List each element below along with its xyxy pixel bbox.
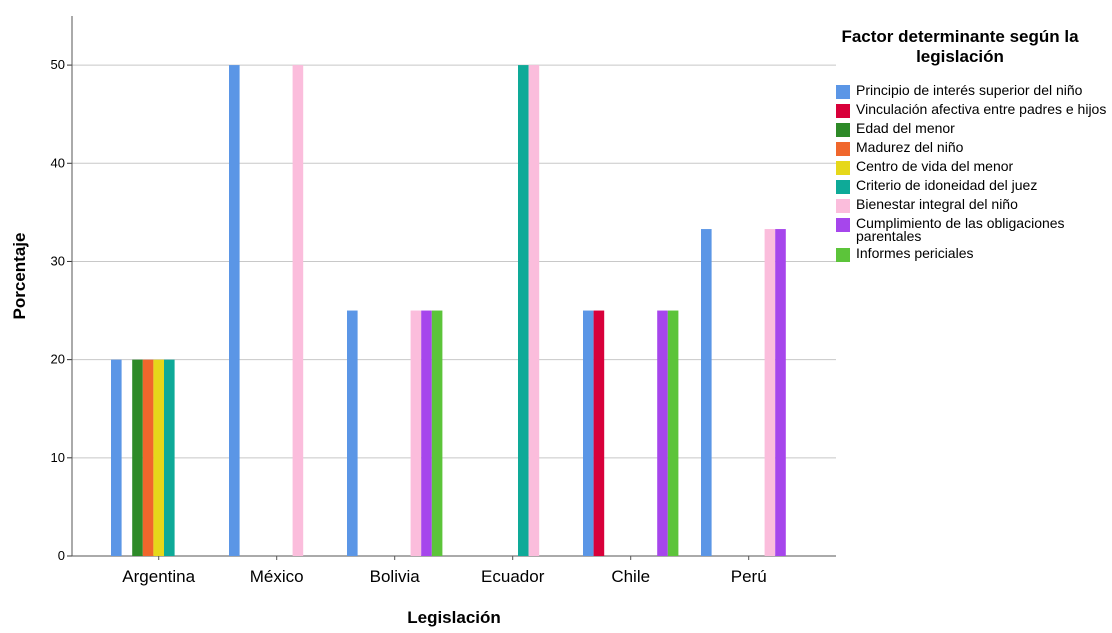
y-tick-label: 10 xyxy=(51,450,65,465)
bar xyxy=(421,310,432,556)
x-category-label: Perú xyxy=(731,567,767,586)
legend-item: Bienestar integral del niño xyxy=(836,196,1112,213)
legend-item: Principio de interés superior del niño xyxy=(836,82,1112,99)
bar xyxy=(583,310,594,556)
y-tick-label: 20 xyxy=(51,352,65,367)
bar-chart-svg: 0 10 20 30 40 50 Argentina México Bolivia Ecuador… xyxy=(10,16,836,627)
legend-label: Edad del menor xyxy=(856,120,955,136)
bar xyxy=(111,359,122,556)
bar xyxy=(701,229,712,556)
bar xyxy=(528,65,540,556)
legend-item: Centro de vida del menor xyxy=(836,158,1112,175)
bar xyxy=(142,359,154,556)
bar xyxy=(153,359,164,556)
legend-item: Informes periciales xyxy=(836,245,1112,262)
bar xyxy=(775,229,786,556)
legend-label: Criterio de idoneidad del juez xyxy=(856,177,1038,193)
legend-items: Principio de interés superior del niño V… xyxy=(836,82,1112,262)
legend-swatch xyxy=(836,199,850,213)
legend-item: Vinculación afectiva entre padres e hijo… xyxy=(836,101,1112,118)
legend-title: Factor determinante según la legislación xyxy=(841,27,1079,66)
bar xyxy=(132,359,143,556)
legend-label: Cumplimiento de las obligaciones parenta… xyxy=(856,215,1065,244)
legend-swatch xyxy=(836,123,850,137)
legend-item: Cumplimiento de las obligaciones parenta… xyxy=(836,215,1112,243)
legend-label: Informes periciales xyxy=(856,245,974,261)
legend-swatch xyxy=(836,142,850,156)
bar xyxy=(667,310,679,556)
x-axis-title: Legislación xyxy=(407,608,501,627)
legend-label: Madurez del niño xyxy=(856,139,964,155)
y-axis-title: Porcentaje xyxy=(10,233,29,320)
x-category-label: México xyxy=(250,567,304,586)
y-tick-label: 50 xyxy=(51,57,65,72)
x-category-label: Bolivia xyxy=(370,567,421,586)
bar xyxy=(431,310,443,556)
x-category-label: Chile xyxy=(611,567,650,586)
legend-swatch xyxy=(836,218,850,232)
legend-label: Centro de vida del menor xyxy=(856,158,1014,174)
legend-swatch xyxy=(836,161,850,175)
bar xyxy=(292,65,304,556)
legend: Factor determinante según la legislación… xyxy=(836,27,1112,264)
x-category-label: Ecuador xyxy=(481,567,545,586)
legend-swatch xyxy=(836,85,850,99)
legend-label: Principio de interés superior del niño xyxy=(856,82,1083,98)
legend-item: Edad del menor xyxy=(836,120,1112,137)
legend-swatch xyxy=(836,180,850,194)
bar xyxy=(164,359,175,556)
bar xyxy=(764,229,776,556)
y-tick-label: 0 xyxy=(58,548,65,563)
legend-swatch xyxy=(836,248,850,262)
bar xyxy=(229,65,240,556)
legend-label: Bienestar integral del niño xyxy=(856,196,1018,212)
y-tick-label: 40 xyxy=(51,155,65,170)
legend-label: Vinculación afectiva entre padres e hijo… xyxy=(856,101,1107,117)
legend-item: Criterio de idoneidad del juez xyxy=(836,177,1112,194)
bar xyxy=(593,310,605,556)
bar xyxy=(657,310,668,556)
y-tick-label: 30 xyxy=(51,253,65,268)
legend-swatch xyxy=(836,104,850,118)
bar xyxy=(347,310,358,556)
bar xyxy=(410,310,422,556)
bar xyxy=(518,65,529,556)
legend-item: Madurez del niño xyxy=(836,139,1112,156)
x-category-label: Argentina xyxy=(122,567,195,586)
